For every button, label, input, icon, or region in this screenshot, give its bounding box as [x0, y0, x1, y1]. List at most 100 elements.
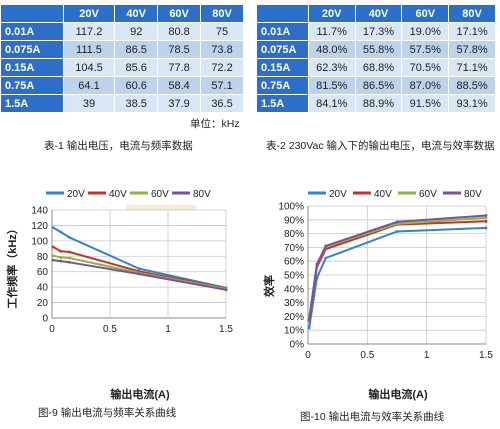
data-point: [51, 254, 55, 258]
table-cell: 19.0%: [401, 22, 450, 41]
x-tick-label: 0.5: [103, 324, 117, 335]
table1-caption: 表-1 输出电压，电流与频率数据: [44, 140, 193, 152]
y-tick-label: 40: [37, 283, 49, 294]
scan-smudge: [126, 205, 196, 212]
legend-label: 40V: [374, 189, 392, 200]
table-row: 0.01A 11.7% 17.3% 19.0% 17.1%: [256, 22, 496, 41]
table-cell: 57.8%: [448, 40, 496, 59]
data-point: [395, 220, 399, 224]
row-header: 0.75A: [0, 76, 64, 95]
frequency-data-table: 20V 40V 60V 80V 0.01A 117.2 92 80.8 75 0…: [0, 4, 244, 113]
legend-label: 20V: [329, 189, 347, 200]
data-point: [68, 256, 71, 260]
table-cell: 38.5: [114, 94, 159, 113]
table-row: 1.5A 39 38.5 37.9 36.5: [0, 94, 244, 113]
x-axis-label: 输出电流(A): [368, 387, 428, 401]
legend-label: 20V: [67, 189, 85, 200]
table-cell: 72.2: [200, 58, 244, 77]
data-point: [59, 230, 63, 234]
legend-label: 80V: [193, 189, 211, 200]
table-cell: 68.8%: [354, 58, 403, 77]
data-point: [59, 259, 63, 263]
legend-label: 60V: [419, 189, 437, 200]
table-row: 0.075A 48.0% 55.8% 57.5% 57.8%: [256, 40, 496, 59]
data-point: [68, 250, 71, 254]
data-point: [484, 216, 488, 220]
y-tick-label: 140: [31, 206, 48, 217]
y-tick-label: 80%: [284, 229, 304, 240]
table-cell: 88.5%: [448, 76, 496, 95]
data-point: [51, 226, 55, 229]
column-header: 20V: [62, 4, 116, 23]
data-point: [324, 244, 328, 248]
table-row: 1.5A 84.1% 88.9% 91.5% 93.1%: [256, 94, 496, 113]
y-tick-label: 120: [31, 221, 48, 232]
table-cell: 77.8: [157, 58, 202, 77]
table-cell: 57.1: [200, 76, 244, 95]
table-row: 0.15A 104.5 85.6 77.8 72.2: [0, 58, 244, 77]
data-point: [59, 256, 63, 259]
y-tick-label: 20: [37, 298, 49, 309]
column-header: 60V: [157, 4, 202, 23]
x-tick-label: 1.5: [479, 350, 493, 361]
y-tick-label: 40%: [284, 284, 304, 295]
table-row: 0.75A 81.5% 86.5% 87.0% 88.5%: [256, 76, 496, 95]
y-tick-label: 0%: [290, 340, 305, 351]
table-cell: 84.1%: [307, 94, 356, 113]
table-header-row: 20V 40V 60V 80V: [0, 4, 244, 23]
data-point: [68, 235, 71, 239]
data-point: [484, 214, 488, 217]
table-cell: 58.4: [157, 76, 202, 95]
table-row: 0.75A 64.1 60.6 58.4 57.1: [0, 76, 244, 95]
data-point: [59, 249, 63, 253]
efficiency-chart: 0% 10% 20% 30% 40% 50% 60% 70% 80% 90% 100% 0 0.5 1 1.…: [262, 189, 493, 423]
table-cell: 104.5: [62, 58, 116, 77]
y-tick-label: 50%: [284, 271, 304, 282]
y-axis-label: 效率: [262, 275, 276, 297]
table-cell: 11.7%: [307, 22, 356, 41]
x-tick-label: 1: [165, 324, 171, 335]
data-point: [307, 319, 311, 322]
x-tick-label: 0.5: [360, 350, 374, 361]
data-point: [484, 219, 488, 223]
data-point: [395, 222, 399, 226]
row-header: 0.01A: [256, 22, 309, 41]
data-point: [484, 226, 488, 230]
row-header: 1.5A: [256, 94, 309, 113]
row-header: 1.5A: [0, 94, 64, 113]
data-point: [324, 256, 328, 260]
y-tick-label: 10%: [284, 326, 304, 337]
data-point: [68, 260, 71, 264]
data-point: [315, 262, 319, 266]
y-tick-label: 30%: [284, 298, 304, 309]
y-tick-label: 60: [37, 267, 49, 278]
y-axis-label: 工作频率（kHz）: [5, 223, 19, 309]
data-point: [395, 230, 399, 233]
legend-label: 60V: [151, 189, 169, 200]
chart-caption: 图-9 输出电流与频率关系曲线: [38, 406, 177, 419]
y-tick-label: 80: [37, 252, 49, 263]
y-tick-label: 60%: [284, 257, 304, 268]
table2-caption: 表-2 230Vac 输入下的输出电压，电流与效率数据: [266, 140, 495, 152]
legend-label: 40V: [109, 189, 127, 200]
table-cell: 36.5: [200, 94, 244, 113]
efficiency-data-table: 20V 40V 60V 80V 0.01A 11.7% 17.3% 19.0% …: [256, 4, 496, 113]
table-cell: 57.5%: [401, 40, 450, 59]
data-point: [51, 258, 55, 262]
data-point: [51, 245, 55, 249]
row-header: 0.15A: [0, 58, 64, 77]
y-tick-label: 100: [31, 236, 48, 247]
table-cell: 75: [200, 22, 244, 41]
y-tick-label: 100%: [278, 202, 304, 213]
y-tick-label: 90%: [284, 215, 304, 226]
data-point: [137, 272, 141, 276]
data-point: [137, 267, 141, 270]
chart-caption: 图-10 输出电流与效率关系曲线: [300, 410, 445, 423]
row-header: 0.75A: [256, 76, 309, 95]
data-point: [224, 288, 228, 292]
table-cell: 39: [62, 94, 116, 113]
x-tick-label: 1: [424, 350, 430, 361]
table-corner: [0, 4, 64, 23]
table-cell: 48.0%: [307, 40, 356, 59]
table-cell: 73.8: [200, 40, 244, 59]
